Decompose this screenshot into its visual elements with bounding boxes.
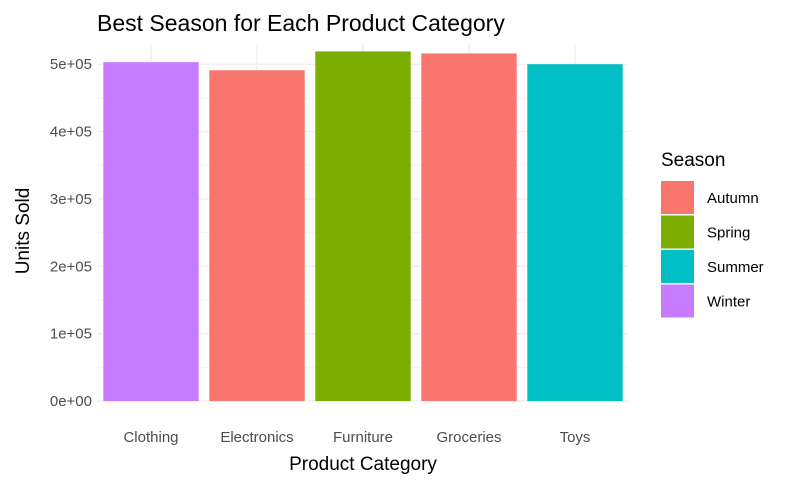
x-tick-label: Furniture: [333, 429, 393, 446]
bar-groceries: [421, 53, 517, 402]
x-tick-label: Groceries: [436, 429, 501, 446]
y-tick-label: 3e+05: [50, 191, 92, 208]
chart-title: Best Season for Each Product Category: [97, 10, 505, 36]
y-axis-label: Units Sold: [13, 188, 34, 275]
legend-label-winter: Winter: [707, 294, 750, 311]
legend-title: Season: [661, 150, 725, 171]
legend-swatch-winter: [661, 284, 694, 318]
bars: [103, 51, 623, 402]
y-tick-label: 4e+05: [50, 124, 92, 141]
bar-furniture: [315, 51, 411, 402]
y-tick-label: 0e+00: [50, 393, 92, 410]
bar-clothing: [103, 62, 199, 401]
y-tick-label: 2e+05: [50, 258, 92, 275]
legend: Season Autumn Spring Summer Winter: [661, 150, 764, 318]
legend-label-autumn: Autumn: [707, 190, 759, 207]
y-tick-label: 5e+05: [50, 56, 92, 73]
legend-label-summer: Summer: [707, 259, 764, 276]
y-axis-tick-labels: 0e+00 1e+05 2e+05 3e+05 4e+05 5e+05: [50, 56, 92, 410]
legend-label-spring: Spring: [707, 225, 750, 242]
x-tick-label: Clothing: [123, 429, 178, 446]
legend-swatch-spring: [661, 215, 694, 249]
x-axis-label: Product Category: [289, 454, 437, 475]
x-tick-label: Electronics: [220, 429, 293, 446]
bar-electronics: [209, 70, 305, 402]
y-tick-label: 1e+05: [50, 326, 92, 343]
bar-toys: [527, 64, 623, 401]
x-tick-label: Toys: [560, 429, 591, 446]
legend-swatch-autumn: [661, 181, 694, 214]
x-axis-tick-labels: Clothing Electronics Furniture Groceries Toy…: [123, 429, 590, 446]
legend-swatch-summer: [661, 250, 694, 283]
